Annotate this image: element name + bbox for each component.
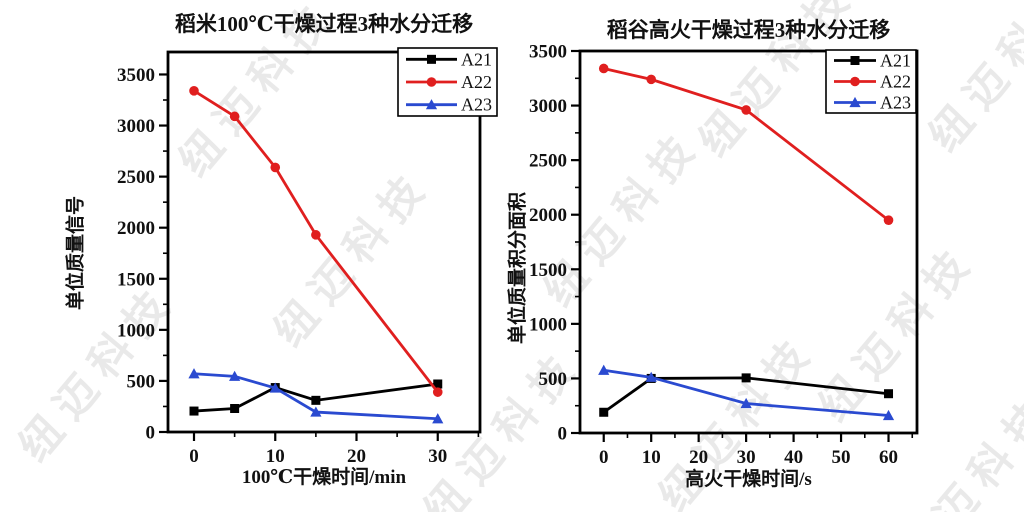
series-A21-marker bbox=[311, 395, 321, 405]
x-tick-label: 30 bbox=[737, 447, 756, 468]
chart2-x-axis-label: 高火干燥时间/s bbox=[685, 469, 812, 490]
x-tick-label: 50 bbox=[832, 447, 851, 468]
series-A21-marker bbox=[189, 406, 199, 416]
series-A22-marker bbox=[598, 63, 609, 74]
series-A21-marker bbox=[433, 379, 443, 389]
series-A22-line bbox=[193, 89, 439, 394]
y-tick-label: 2500 bbox=[117, 167, 155, 188]
x-tick-label: 0 bbox=[599, 447, 609, 468]
x-tick-label: 40 bbox=[784, 447, 803, 468]
legend-label: A23 bbox=[461, 95, 492, 115]
legend-marker-square bbox=[427, 54, 436, 64]
series-A21-marker bbox=[599, 407, 609, 417]
legend-marker-square bbox=[850, 56, 860, 65]
y-tick-label: 1000 bbox=[529, 314, 567, 335]
series-A21-marker bbox=[741, 373, 751, 383]
series-A22-marker bbox=[646, 74, 656, 85]
legend: A21 A22 A23 bbox=[397, 47, 498, 117]
y-tick-label: 2000 bbox=[529, 205, 567, 226]
series-A21-marker bbox=[230, 404, 240, 414]
legend-marker-circle bbox=[850, 76, 860, 87]
legend-marker-triangle bbox=[849, 96, 861, 108]
y-tick-label: 3000 bbox=[117, 116, 155, 137]
x-tick-label: 60 bbox=[879, 447, 898, 468]
plot-frame bbox=[578, 49, 919, 435]
series-A22-marker bbox=[432, 387, 443, 397]
chart1-x-axis-label: 100℃干燥时间/min bbox=[241, 467, 407, 488]
series-A23-marker bbox=[598, 364, 610, 375]
y-tick-label: 1500 bbox=[117, 269, 155, 290]
chart-1: 0 10 20 300500100015002000250030003500A21A2… bbox=[117, 47, 498, 467]
legend-marker-circle bbox=[426, 77, 437, 87]
x-tick-label: 0 bbox=[189, 446, 199, 467]
legend-label: A23 bbox=[880, 93, 911, 113]
x-tick-label: 10 bbox=[266, 446, 285, 467]
plot-frame bbox=[166, 50, 482, 434]
chart1-title: 稻米100℃干燥过程3种水分迁移 bbox=[174, 12, 474, 36]
y-tick-label: 3500 bbox=[117, 65, 155, 86]
y-tick-label: 1500 bbox=[529, 260, 567, 281]
y-tick-label: 500 bbox=[539, 369, 568, 390]
legend-marker-triangle bbox=[425, 99, 438, 110]
series-A23-marker bbox=[188, 368, 200, 379]
y-tick-label: 3500 bbox=[529, 42, 567, 63]
series-A22-marker bbox=[741, 105, 751, 115]
legend-label: A22 bbox=[880, 72, 911, 92]
x-tick-label: 20 bbox=[347, 446, 366, 467]
legend-label: A21 bbox=[461, 49, 492, 69]
series-A21-line bbox=[602, 376, 889, 414]
x-tick-label: 20 bbox=[689, 447, 708, 468]
series-A23-line bbox=[603, 368, 889, 417]
series-A23-marker bbox=[269, 382, 281, 393]
series-A21-marker bbox=[884, 389, 894, 399]
chart1-y-axis-label: 单位质量信号 bbox=[65, 195, 87, 311]
series-A22-marker bbox=[311, 230, 321, 240]
y-tick-label: 3000 bbox=[529, 96, 567, 117]
series-A23-marker bbox=[229, 370, 241, 381]
series-A23-marker bbox=[645, 371, 657, 382]
series-A22-marker bbox=[270, 162, 281, 173]
y-tick-label: 2500 bbox=[529, 151, 567, 172]
series-A22-marker bbox=[883, 215, 894, 225]
legend-label: A21 bbox=[880, 51, 911, 71]
chart2-title: 稻谷高火干燥过程3种水分迁移 bbox=[606, 18, 891, 42]
y-tick-label: 1000 bbox=[117, 320, 155, 341]
x-tick-label: 30 bbox=[428, 446, 447, 467]
series-A22-marker bbox=[229, 111, 240, 122]
y-tick-label: 500 bbox=[127, 371, 156, 392]
series-A23-marker bbox=[882, 409, 895, 421]
series-A23-marker bbox=[310, 406, 322, 417]
legend-label: A22 bbox=[461, 72, 492, 92]
y-tick-label: 0 bbox=[146, 423, 156, 444]
y-tick-label: 2000 bbox=[117, 218, 155, 239]
chart-2: 0 10 20 30 40 50 60 0 500 1000 1500 2000 2500 3000 350… bbox=[529, 42, 919, 468]
series-A23-marker bbox=[740, 397, 752, 409]
series-A22-line bbox=[603, 67, 890, 222]
chart2-y-axis-label: 单位质量积分面积 bbox=[507, 191, 529, 345]
series-A22-marker bbox=[189, 86, 199, 96]
y-tick-label: 0 bbox=[558, 424, 568, 445]
x-tick-label: 10 bbox=[642, 447, 661, 468]
series-A23-marker bbox=[432, 413, 444, 424]
